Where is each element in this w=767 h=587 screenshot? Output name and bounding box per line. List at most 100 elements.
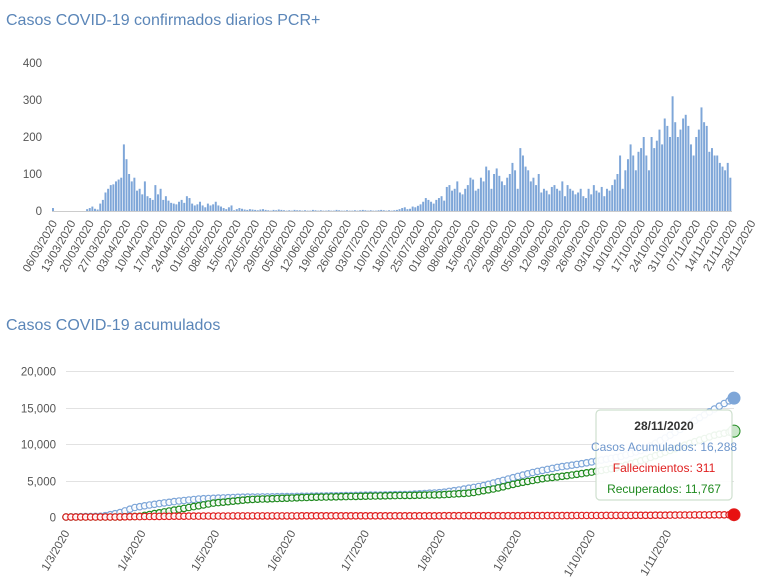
bar [458,192,461,211]
bar [479,177,482,211]
bar [172,203,175,211]
bar [524,166,527,211]
bar [485,166,488,211]
bar [222,208,225,211]
bar [275,210,278,211]
bar [451,190,454,211]
bar [283,210,286,211]
x-tick-label: 1/10/2020 [562,529,598,579]
tooltip-box [595,409,733,501]
bar [587,188,590,211]
bar [519,148,522,211]
bar [514,170,517,211]
highlight-point[interactable] [727,508,741,522]
bar [288,210,291,211]
bar [388,210,391,211]
bar [259,209,262,211]
bar [527,170,530,211]
y-tick-label: 100 [23,169,42,181]
bar [592,185,595,211]
bar [671,96,674,211]
bar [700,107,703,211]
bar [141,194,144,211]
bar [280,209,283,211]
bar [401,208,404,211]
bar [726,162,729,211]
bar [682,118,685,211]
bar [440,196,443,211]
y-tick-label: 0 [36,206,42,218]
bar [474,190,477,211]
bar [619,155,622,211]
bar [435,199,438,211]
bar [191,203,194,211]
bar [563,196,566,211]
chart-title-cumulative: Casos COVID-19 acumulados [6,317,221,334]
bar [679,129,682,211]
bar [227,207,230,211]
bar [409,208,412,211]
bar [416,205,419,211]
chart-title-daily: Casos COVID-19 confirmados diarios PCR+ [6,12,321,29]
bar [91,206,94,211]
bar [566,185,569,211]
bar [495,168,498,211]
bar [251,209,254,211]
bar [393,210,396,211]
bar [217,205,220,211]
bar [196,204,199,211]
y-tick-label: 20,000 [21,367,56,379]
bar [361,209,364,211]
x-tick-label: 1/8/2020 [416,529,449,574]
bar [117,179,120,211]
bar [52,208,54,211]
bar [498,175,501,211]
bar [577,192,580,211]
bar [608,190,611,211]
bar [506,177,509,211]
bar [598,192,601,211]
bar [225,209,228,211]
bar [716,155,719,211]
bar [556,188,559,211]
bar [472,179,475,211]
bar [94,208,96,211]
bar [637,151,640,211]
bar [359,210,362,211]
bar [548,194,551,211]
bar [645,155,648,211]
bar [574,194,577,211]
y-tick-label: 0 [50,513,56,525]
x-tick-label: 1/6/2020 [266,529,299,574]
bar [411,206,414,211]
bar [170,202,173,211]
bar [107,188,110,211]
bar [143,181,146,211]
highlight-point[interactable] [727,391,741,405]
bar [558,190,561,211]
bar [96,209,99,211]
bar [304,210,307,211]
bar [705,125,708,211]
bar [650,137,653,211]
bar [311,209,314,211]
x-tick-label: 1/3/2020 [40,529,73,574]
bar [582,196,585,211]
bar [687,125,690,211]
bar [248,209,251,211]
bar [647,170,650,211]
bar [729,177,732,211]
bar [658,129,661,211]
bar [535,185,538,211]
bar [241,208,243,211]
bar [621,188,624,211]
bar [445,186,448,211]
bar [600,186,603,211]
bar [204,207,207,211]
bar [464,188,467,211]
bar [640,148,643,211]
bar [254,209,257,211]
bar [235,209,238,211]
x-tick-label: 1/9/2020 [492,529,525,574]
